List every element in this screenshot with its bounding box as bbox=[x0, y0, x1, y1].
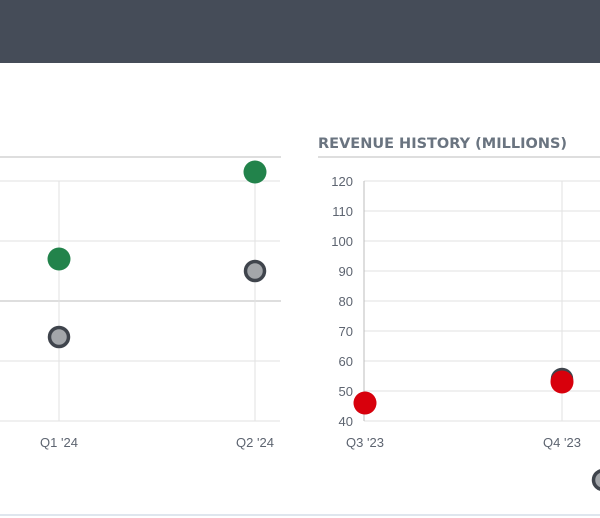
data-point bbox=[47, 247, 71, 271]
y-tick-label: 120 bbox=[331, 174, 353, 189]
x-tick-label: Q3 '23 bbox=[346, 435, 384, 450]
top-header-bar bbox=[0, 0, 600, 63]
data-point bbox=[243, 160, 267, 184]
y-tick-label: 110 bbox=[332, 204, 353, 219]
y-tick-label: 80 bbox=[339, 294, 353, 309]
data-point bbox=[243, 259, 267, 283]
y-tick-label: 100 bbox=[331, 234, 353, 249]
x-tick-label: Q2 '24 bbox=[236, 435, 274, 450]
x-tick-label: Q1 '24 bbox=[40, 435, 78, 450]
y-tick-label: 40 bbox=[339, 414, 353, 429]
bottom-divider bbox=[0, 514, 600, 516]
data-point bbox=[550, 370, 574, 394]
y-tick-label: 90 bbox=[339, 264, 353, 279]
x-tick-label: Q4 '23 bbox=[543, 435, 581, 450]
chart-revenue-history: REVENUE HISTORY (MILLIONS) 40 50 60 70 80 90 1… bbox=[318, 136, 600, 491]
data-point bbox=[353, 391, 377, 415]
y-tick-label: 60 bbox=[339, 354, 353, 369]
chart-title: REVENUE HISTORY (MILLIONS) bbox=[318, 136, 567, 152]
y-tick-label: 50 bbox=[339, 384, 353, 399]
data-point-offscreen bbox=[591, 469, 600, 491]
chart-left: Q1 '24 Q2 '24 bbox=[0, 156, 281, 450]
data-point bbox=[47, 325, 71, 349]
y-tick-label: 70 bbox=[339, 324, 353, 339]
